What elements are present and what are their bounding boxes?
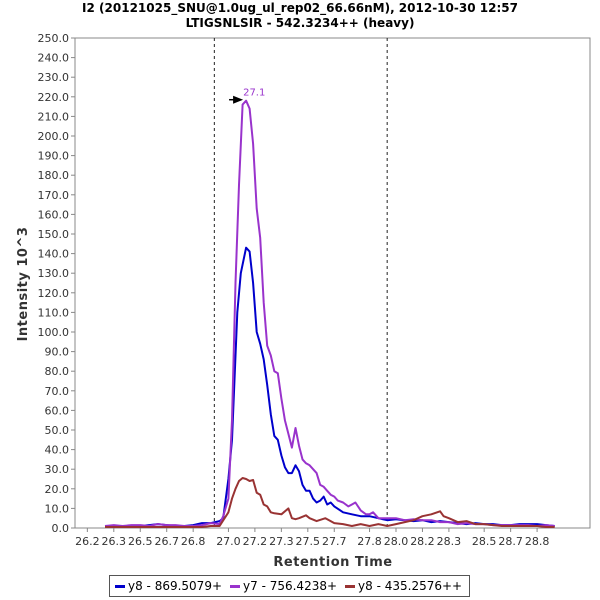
series-lines — [104, 99, 555, 528]
legend-swatch — [345, 584, 356, 588]
chromatogram-chart: 0.0 10.0 20.0 30.0 40.0 50.0 60.0 70.0 80.0 90.0 1… — [16, 32, 591, 570]
x-tick-label: 28.3 — [437, 535, 462, 548]
x-tick-label: 28.2 — [410, 535, 435, 548]
y-tick-label: 70.0 — [45, 385, 70, 398]
plot-axes: 0.0 10.0 20.0 30.0 40.0 50.0 60.0 70.0 80.0 90.0 1… — [38, 32, 591, 548]
y-tick-label: 150.0 — [38, 228, 70, 241]
x-tick-label: 27.7 — [322, 535, 347, 548]
y-tick-label: 100.0 — [38, 326, 70, 339]
y-tick-label: 0.0 — [52, 522, 70, 535]
y-tick-label: 60.0 — [45, 404, 70, 417]
y-tick-label: 130.0 — [38, 267, 70, 280]
integration-bounds — [213, 38, 388, 528]
x-tick-label: 26.5 — [128, 535, 153, 548]
legend-item: y7 - 756.4238+ — [230, 579, 337, 593]
y-tick-label: 30.0 — [45, 463, 70, 476]
x-tick-label: 28.7 — [498, 535, 523, 548]
x-tick-label: 27.2 — [243, 535, 268, 548]
y-tick-label: 250.0 — [38, 32, 70, 45]
legend-item: y8 - 869.5079+ — [115, 579, 222, 593]
x-axis-title: Retention Time — [273, 555, 392, 570]
series-line — [104, 99, 555, 527]
y-tick-label: 230.0 — [38, 71, 70, 84]
y-axis-title: Intensity 10^3 — [16, 227, 31, 342]
legend-label: y7 - 756.4238+ — [243, 579, 338, 593]
x-tick-label: 27.3 — [269, 535, 294, 548]
y-tick-label: 180.0 — [38, 169, 70, 182]
x-tick-label: 26.7 — [154, 535, 179, 548]
x-tick-label: 28.8 — [525, 535, 550, 548]
y-tick-label: 190.0 — [38, 150, 70, 163]
y-tick-label: 80.0 — [45, 365, 70, 378]
chart-subtitle: LTIGSNLSIR - 542.3234++ (heavy) — [185, 16, 415, 30]
plot-area — [74, 37, 591, 529]
y-tick-label: 160.0 — [38, 208, 70, 221]
legend-item: y8 - 435.2576++ — [345, 579, 462, 593]
peak-label: 27.1 — [243, 88, 265, 99]
y-tick-label: 50.0 — [45, 424, 70, 437]
legend-label: y8 - 869.5079+ — [128, 579, 223, 593]
series-line — [105, 477, 555, 528]
peak-annotation-group: 27.1 — [229, 88, 265, 104]
y-tick-label: 220.0 — [38, 91, 70, 104]
chart-legend: y8 - 869.5079+ y7 - 756.4238+ y8 - 435.257… — [109, 575, 471, 597]
y-tick-label: 20.0 — [45, 483, 70, 496]
y-tick-label: 240.0 — [38, 52, 70, 65]
x-tick-label: 28.0 — [384, 535, 409, 548]
y-tick-label: 200.0 — [38, 130, 70, 143]
y-tick-label: 40.0 — [45, 444, 70, 457]
x-tick-label: 26.8 — [181, 535, 206, 548]
legend-swatch — [115, 584, 125, 588]
y-tick-label: 170.0 — [38, 189, 70, 202]
x-tick-label: 27.8 — [357, 535, 382, 548]
x-tick-label: 27.5 — [296, 535, 321, 548]
y-tick-label: 120.0 — [38, 287, 70, 300]
legend-label: y8 - 435.2576++ — [358, 579, 463, 593]
y-tick-label: 90.0 — [45, 346, 70, 359]
y-tick-label: 10.0 — [45, 502, 70, 515]
legend-swatch — [230, 584, 241, 588]
x-tick-label: 27.0 — [216, 535, 241, 548]
x-tick-label: 28.5 — [472, 535, 497, 548]
y-tick-label: 210.0 — [38, 110, 70, 123]
x-tick-label: 26.2 — [75, 535, 100, 548]
chart-title: I2 (20121025_SNU@1.0ug_ul_rep02_66.66nM)… — [82, 1, 518, 15]
y-tick-label: 110.0 — [38, 306, 70, 319]
y-tick-label: 140.0 — [38, 248, 70, 261]
x-tick-label: 26.3 — [102, 535, 127, 548]
